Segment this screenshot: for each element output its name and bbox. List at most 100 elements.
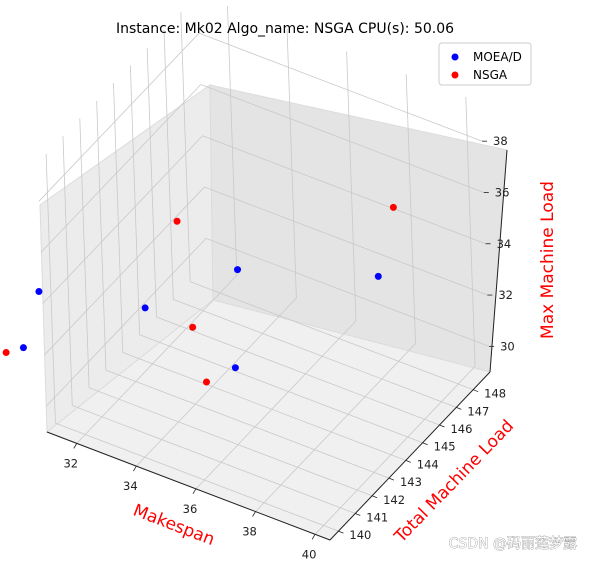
x-tick-label: 40 [302,547,317,561]
point-nsga [202,378,210,386]
gridline-y-left [163,30,174,300]
y-tick-label: 145 [434,440,456,454]
z-tick-label: 34 [497,237,512,251]
chart-title: Instance: Mk02 Algo_name: NSGA CPU(s): 5… [116,21,454,37]
y-tick-label: 141 [366,510,388,524]
gridline-z-back [198,32,483,142]
y-tick-mark [338,530,344,534]
z-tick-label: 38 [493,134,508,148]
gridline-y-floor [190,281,474,391]
y-tick-label: 147 [467,404,489,418]
y-axis-line [329,371,491,541]
x-tick-label: 36 [183,502,198,516]
gridline-z-back [202,135,486,245]
x-tick-label: 32 [63,456,78,470]
gridline-z-left [45,238,207,407]
gridline-y-floor [122,352,406,461]
x-tick-label: 34 [123,479,138,493]
gridline-y-floor [156,316,440,426]
y-tick-mark [422,442,428,446]
gridline-y-left [96,100,107,371]
gridline-y-left [113,83,124,353]
x-tick-mark [192,488,197,495]
y-tick-mark [456,406,462,410]
point-moea-d [231,364,239,372]
gridline-z-left [44,186,205,356]
point-nsga [389,203,397,211]
gridline-z-left [38,32,200,202]
point-nsga [173,217,181,225]
point-moea-d [141,304,149,312]
gridline-y-left [79,118,90,388]
data-points [2,203,397,386]
legend: MOEA/D NSGA [438,42,532,86]
legend-box [438,42,532,86]
y-tick-label: 146 [450,422,472,436]
y-tick-label: 140 [349,528,371,542]
z-tick-label: 30 [500,339,515,353]
gridline-y-floor [105,369,390,479]
y-tick-mark [371,495,378,499]
gridline-y-left [62,136,73,406]
y-tick-mark [439,424,445,428]
x-axis-label: Makespan [130,501,217,550]
y-tick-label: 148 [484,387,506,401]
y-tick-mark [473,389,479,393]
gridline-x-back [286,28,297,299]
gridline-y-floor [173,298,457,408]
gridline-x-floor [314,366,476,535]
point-moea-d [35,288,43,296]
point-nsga [189,323,197,331]
x-tick-mark [133,465,137,472]
gridline-x-back [465,97,476,367]
x-tick-label: 38 [242,525,257,539]
z-tick-label: 32 [498,288,513,302]
z-axis-line [489,149,508,373]
z-tick-label: 36 [495,185,510,199]
point-moea-d [19,344,27,352]
gridline-x-floor [76,275,238,444]
x-axis-line [46,431,331,541]
gridline-y-left [180,12,191,282]
gridline-y-left [146,47,157,318]
gridline-x-back [346,51,357,321]
grid-lines [38,6,490,535]
gridline-z-left [42,135,203,305]
y-tick-label: 142 [383,493,405,507]
axes-panes [39,84,508,541]
x-tick-mark [252,511,256,517]
gridline-x-floor [195,320,357,490]
legend-marker-nsga [451,71,459,79]
gridline-y-floor [139,334,423,444]
gridline-x-back [227,6,238,276]
x-tick-mark [73,443,78,449]
legend-label-moead: MOEA/D [473,50,522,64]
gridline-y-floor [72,405,356,514]
gridline-y-left [129,65,141,335]
gridline-x-back [405,74,416,344]
gridline-y-floor [88,387,373,497]
y-tick-mark [355,513,361,516]
y-tick-mark [388,477,395,481]
tick-labels: 32 34 36 38 40 140 141 142 143 144 145 146 147 148 30 3… [63,134,514,561]
y-tick-label: 143 [400,475,422,489]
axis-lines [46,149,508,541]
y-tick-label: 144 [417,457,439,471]
legend-label-nsga: NSGA [473,68,508,82]
gridline-z-back [205,237,490,347]
gridline-z-back [204,186,488,296]
y-tick-mark [405,460,411,463]
x-tick-mark [311,534,316,540]
gridline-x-floor [255,343,416,512]
gridline-y-floor [55,422,339,532]
watermark: CSDN @码丽莲梦露 [449,536,577,552]
gridline-y-left [45,153,56,424]
gridline-x-floor [136,297,297,467]
point-moea-d [374,272,382,280]
point-nsga [2,349,10,357]
point-moea-d [234,266,242,274]
gridline-z-left [40,84,202,253]
z-axis-label: Max Machine Load [538,181,558,339]
gridline-z-back [200,84,484,193]
